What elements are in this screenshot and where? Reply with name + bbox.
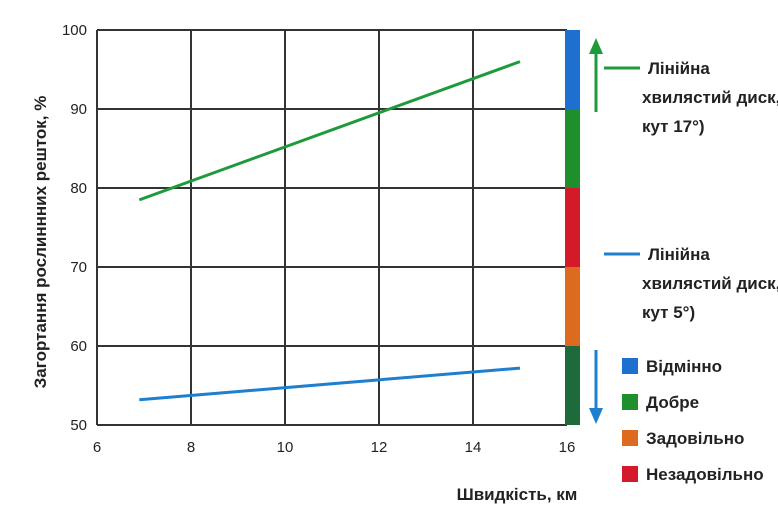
rating-band: [565, 346, 580, 425]
x-tick-label: 8: [187, 439, 195, 456]
x-tick-label: 10: [277, 439, 294, 456]
x-tick-label: 12: [371, 439, 388, 456]
y-tick-label: 50: [70, 417, 87, 434]
direction-arrows: [589, 38, 603, 424]
series-lines: [138, 60, 521, 402]
y-tick-label: 90: [70, 101, 87, 118]
rating-band: [565, 109, 580, 188]
down-arrow-head-icon: [589, 408, 603, 424]
y-tick-label: 80: [70, 180, 87, 197]
legend: Лінійна хвилястий диск, кут 17°) Лінійна хви…: [604, 59, 778, 322]
y-tick-label: 60: [70, 338, 87, 355]
series-line: [139, 366, 521, 402]
axes: 6 8 10 12 14 16 50 60 70 80 90 100: [62, 22, 575, 456]
legend-label: Лінійна: [648, 59, 710, 78]
rating-swatch: [622, 358, 638, 374]
rating-band: [565, 267, 580, 346]
y-axis-label: Загортання рослиннних решток, %: [31, 96, 50, 389]
rating-band: [565, 188, 580, 267]
legend-label: кут 5°): [642, 303, 695, 322]
y-tick-label: 100: [62, 22, 87, 39]
legend-label: Лінійна: [648, 245, 710, 264]
grid: [96, 29, 568, 426]
rating-label: Відмінно: [646, 357, 722, 376]
x-tick-label: 6: [93, 439, 101, 456]
rating-swatch: [622, 430, 638, 446]
rating-label: Задовільно: [646, 429, 744, 448]
y-tick-label: 70: [70, 259, 87, 276]
rating-band: [565, 30, 580, 109]
x-tick-label: 14: [465, 439, 482, 456]
rating-label: Добре: [646, 393, 699, 412]
rating-label: Незадовільно: [646, 465, 764, 484]
up-arrow-head-icon: [589, 38, 603, 54]
rating-swatch: [622, 394, 638, 410]
x-axis-label: Швидкість, км: [457, 485, 578, 504]
series-line: [138, 60, 521, 202]
x-tick-label: 16: [559, 439, 576, 456]
legend-label: кут 17°): [642, 117, 705, 136]
legend-label: хвилястий диск,: [642, 274, 778, 293]
rating-legend: Відмінно Добре Задовільно Незадовільно: [622, 357, 764, 484]
legend-label: хвилястий диск,: [642, 88, 778, 107]
rating-swatch: [622, 466, 638, 482]
rating-bands: [565, 30, 580, 425]
